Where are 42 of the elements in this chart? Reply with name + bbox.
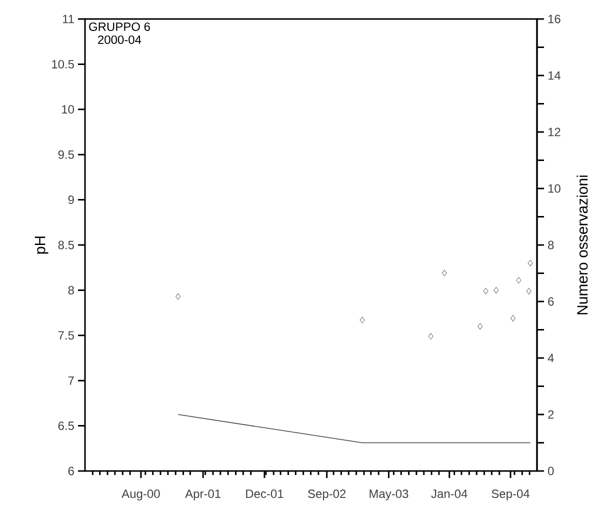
x-tick-label: Jan-04 (431, 490, 468, 498)
x-tick-label: Sep-02 (308, 490, 346, 500)
point (483, 288, 488, 294)
y2-tick-label: 14 (548, 71, 561, 80)
point (526, 288, 532, 294)
y-tick-label: 10 (62, 105, 74, 114)
x-tick-label: May-03 (370, 490, 408, 500)
y-tick-label: 8.5 (58, 240, 74, 250)
chart-title: GRUPPO 6 (89, 22, 150, 31)
point (176, 293, 181, 300)
y2-tick-label: 6 (548, 297, 554, 306)
x-tick-label: Apr-01 (185, 490, 220, 500)
point (478, 323, 483, 330)
text: 2000-04 (98, 35, 142, 44)
y-tick-label: 7.5 (58, 331, 74, 340)
x-tick-label: Sep-04 (492, 490, 530, 500)
y-tick-label: 9 (68, 196, 74, 204)
point (360, 316, 365, 324)
y2-tick-label: 8 (548, 240, 554, 250)
y2-tick-label: 2 (548, 410, 554, 419)
point (428, 332, 434, 340)
y-tick-label: 9.5 (58, 150, 74, 159)
y2-tick-label: 4 (548, 354, 554, 362)
y-tick-label: 6 (68, 466, 74, 476)
y-tick-label: 8 (68, 286, 74, 294)
y-axis-title: pH (34, 236, 48, 254)
y-tick-label: 7 (68, 376, 74, 385)
y2-tick-label: 10 (548, 184, 560, 193)
x-tick-label: Dec-01 (246, 490, 284, 498)
point (442, 270, 447, 276)
point (516, 276, 522, 284)
point (510, 314, 516, 322)
y-tick-label: 10.5 (52, 60, 74, 68)
y2-axis-title: Numero osservazioni (576, 176, 588, 314)
point (494, 286, 499, 294)
point (528, 260, 533, 266)
y2-tick-label: 16 (548, 14, 560, 24)
x-tick-label: Aug-00 (122, 490, 160, 500)
y-tick-label: 11 (62, 14, 74, 24)
y2-tick-label: 12 (548, 128, 560, 136)
y-tick-label: 6.5 (58, 422, 74, 430)
y2-tick-label: 0 (548, 466, 554, 476)
